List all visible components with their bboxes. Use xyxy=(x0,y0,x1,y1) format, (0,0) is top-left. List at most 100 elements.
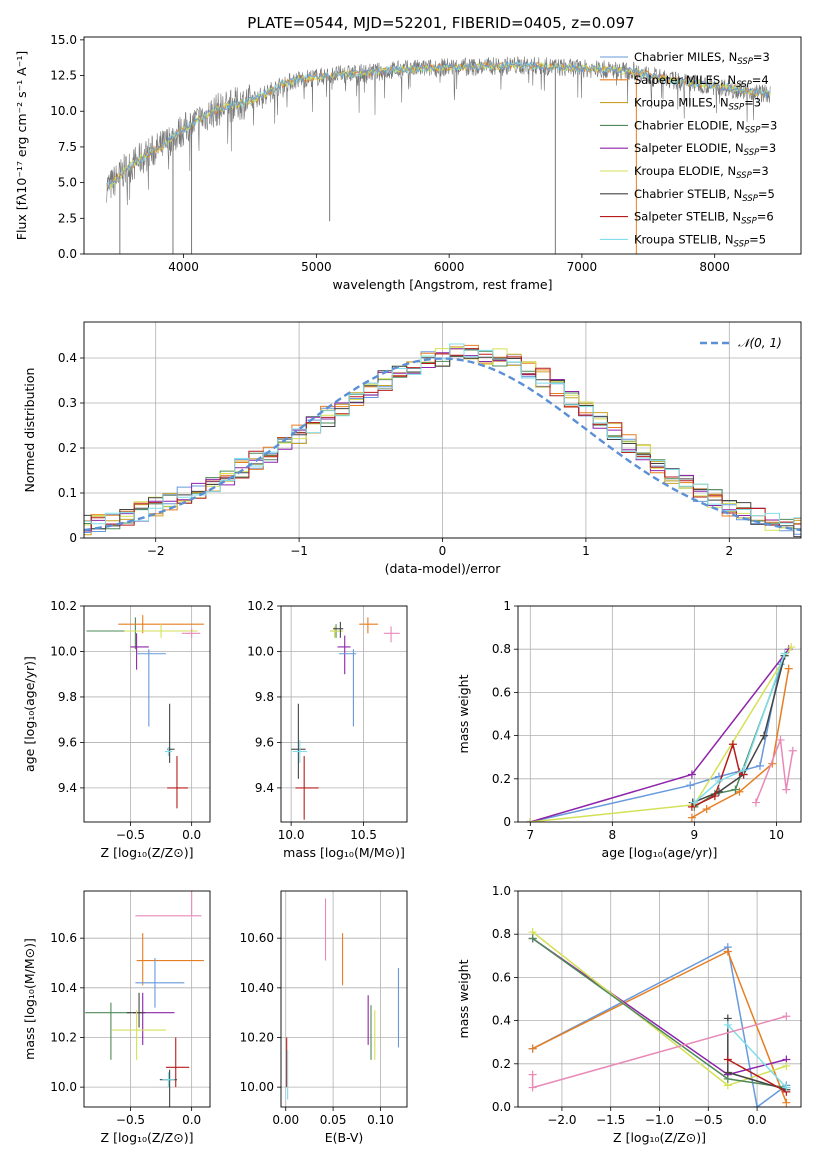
weight_vs_age-xtick-label-2: 9 xyxy=(691,828,699,842)
age_vs_mass-xtick-label-0: 10.0 xyxy=(278,828,305,842)
weight_vs_age-series-5-marker-3 xyxy=(760,731,769,740)
spectrum-xtick-label-4: 8000 xyxy=(699,260,730,274)
spectrum-xtick-label-2: 6000 xyxy=(434,260,465,274)
weight_vs_age-ytick-label-2: 0.4 xyxy=(492,729,511,743)
mass_vs_ebv-ytick-label-2: 10.40 xyxy=(240,981,274,995)
legend-entry-2: Kroupa MILES, NSSP=3 xyxy=(634,96,761,113)
residual-hist-chabrier_stelib xyxy=(84,355,801,538)
age_vs_Z-ytick-label-3: 10.0 xyxy=(50,644,77,658)
spectrum-ytick-label-0: 0.0 xyxy=(58,247,77,261)
residual-hist-kroupa_elodie xyxy=(84,346,801,531)
mass_vs_ebv-ytick-label-1: 10.20 xyxy=(240,1030,274,1044)
spectrum-xtick-label-1: 5000 xyxy=(301,260,332,274)
weight_vs_Z-series-5-marker-1 xyxy=(723,1068,732,1077)
residuals-ytick-label-2: 0.2 xyxy=(58,441,77,455)
spectrum-xlabel: wavelength [Angstrom, rest frame] xyxy=(332,277,552,292)
mass_vs_ebv-xlabel: E(B-V) xyxy=(325,1130,364,1145)
mass_vs_Z-ytick-label-0: 10.0 xyxy=(50,1080,77,1094)
weight_vs_age-series-7-marker-2 xyxy=(739,766,748,775)
weight_vs_age-series-7-marker-0 xyxy=(690,798,699,807)
mass_vs_Z-ylabel: mass [log₁₀(M/M⊙)] xyxy=(22,938,37,1060)
weight_vs_age-series-1-marker-1 xyxy=(702,805,711,814)
weight_vs_Z-ytick-label-5: 1.0 xyxy=(492,884,511,898)
weight_vs_age-xlabel: age [log₁₀(age/yr)] xyxy=(602,845,718,860)
weight_vs_Z-series-7 xyxy=(727,1024,787,1089)
legend-entry-6: Chabrier STELIB, NSSP=5 xyxy=(634,187,775,204)
normal-curve xyxy=(84,357,801,532)
mass_vs_ebv-xtick-label-2: 0.10 xyxy=(367,1113,394,1127)
residuals-xlabel: (data-model)/error xyxy=(385,561,502,576)
age_vs_Z-ylabel: age [log₁₀(age/yr)] xyxy=(22,656,37,772)
spectrum-ytick-label-2: 5.0 xyxy=(58,176,77,190)
weight_vs_Z-series-6 xyxy=(727,1058,787,1093)
weight_vs_Z-series-8-marker-1 xyxy=(528,1083,537,1092)
spectrum-ytick-label-3: 7.5 xyxy=(58,140,77,154)
panel-spectrum: 4000 5000 6000 7000 8000 0.0 2.5 5.0 7.5 10.0 12.5… xyxy=(14,33,802,292)
residuals-ytick-label-1: 0.1 xyxy=(58,486,77,500)
weight_vs_age-series-0 xyxy=(530,664,782,822)
panel-weight-vs-Z: −2.0 −1.5 −1.0 −0.5 0.0 0.0 0.2 0.4 0.6 0.8 1.0 Z [… xyxy=(456,884,802,1145)
panel-weight-vs-age: 7 8 9 10 0 0.2 0.4 0.6 0.8 1 age [log₁₀(age/yr)] ma… xyxy=(456,599,802,860)
weight_vs_age-series-2-marker-1 xyxy=(687,770,696,779)
weight_vs_age-series-8-marker-0 xyxy=(751,798,760,807)
weight_vs_Z-ylabel: mass weight xyxy=(456,959,471,1038)
residuals-xtick-label-0: −2 xyxy=(147,544,165,558)
weight_vs_Z-ytick-label-1: 0.2 xyxy=(492,1057,511,1071)
residuals-xtick-label-3: 1 xyxy=(582,544,590,558)
weight_vs_age-series-7 xyxy=(693,653,786,804)
age_vs_mass-plot-area xyxy=(291,617,400,820)
spectrum-legend: Chabrier MILES, NSSP=3 Salpeter MILES, NS… xyxy=(600,50,777,249)
spectrum-xtick-label-3: 7000 xyxy=(567,260,598,274)
weight_vs_age-series-6-marker-2 xyxy=(728,740,737,749)
weight_vs_age-series-3 xyxy=(530,646,792,822)
weight_vs_Z-plot-area xyxy=(528,928,791,1107)
weight_vs_Z-xtick-label-0: −2.0 xyxy=(547,1113,576,1127)
mass_vs_Z-xtick-label-0: −0.5 xyxy=(116,1113,145,1127)
legend-entry-1: Salpeter MILES, NSSP=4 xyxy=(634,73,769,90)
weight_vs_age-series-8-marker-1 xyxy=(776,735,785,744)
spectrum-xtick-label-0: 4000 xyxy=(168,260,199,274)
weight_vs_age-ylabel: mass weight xyxy=(456,674,471,753)
weight_vs_age-xtick-label-0: 7 xyxy=(526,828,534,842)
weight_vs_Z-series-0 xyxy=(532,946,787,1107)
weight_vs_Z-series-3-marker-2 xyxy=(782,1061,791,1070)
mass_vs_Z-ytick-label-3: 10.6 xyxy=(50,931,77,945)
weight_vs_Z-xtick-label-2: −1.0 xyxy=(645,1113,674,1127)
age_vs_Z-xlabel: Z [log₁₀(Z/Z⊙)] xyxy=(101,845,194,860)
age_vs_mass-ytick-label-2: 9.8 xyxy=(255,690,274,704)
panel-age-vs-mass: 10.0 10.5 9.4 9.6 9.8 10.0 10.2 mass [log₁₀(M/M… xyxy=(247,599,408,860)
mass_vs_ebv-xtick-label-1: 0.05 xyxy=(320,1113,347,1127)
legend-entry-4: Salpeter ELODIE, NSSP=3 xyxy=(634,141,776,158)
residuals-ytick-label-0: 0 xyxy=(69,531,77,545)
age_vs_Z-plot-area xyxy=(86,615,204,809)
age_vs_Z-xtick-label-0: −0.5 xyxy=(116,828,145,842)
weight_vs_age-series-1-marker-4 xyxy=(784,664,793,673)
spectrum-ytick-label-1: 2.5 xyxy=(58,211,77,225)
weight_vs_age-series-7-marker-3 xyxy=(780,649,789,658)
weight_vs_Z-series-7-marker-1 xyxy=(782,1083,791,1092)
residuals-frame xyxy=(83,321,802,539)
mass_vs_Z-xtick-label-1: 0.0 xyxy=(182,1113,201,1127)
weight_vs_Z-series-8-marker-0 xyxy=(528,1070,537,1079)
weight_vs_age-series-8-marker-2 xyxy=(782,785,791,794)
residual-hist-kroupa_stelib xyxy=(84,343,801,525)
mass_vs_Z-xlabel: Z [log₁₀(Z/Z⊙)] xyxy=(101,1130,194,1145)
weight_vs_age-series-1-marker-2 xyxy=(735,787,744,796)
weight_vs_Z-ytick-label-4: 0.8 xyxy=(492,927,511,941)
spectrum-ytick-label-4: 10.0 xyxy=(50,104,77,118)
mass_vs_Z-plot-area xyxy=(85,891,204,1107)
weight_vs_age-series-8 xyxy=(755,739,794,803)
weight_vs_age-plot-area xyxy=(526,643,797,822)
weight_vs_age-frame xyxy=(517,605,802,823)
residuals-ylabel: Normed distribution xyxy=(22,368,37,493)
panel-mass-vs-ebv: 0.00 0.05 0.10 10.00 10.20 10.40 10.60 E(B-V) xyxy=(240,890,408,1145)
mass_vs_ebv-plot-area xyxy=(286,898,400,1100)
weight_vs_age-series-0-marker-3 xyxy=(755,761,764,770)
weight_vs_age-ytick-label-5: 1 xyxy=(503,599,511,613)
mass_vs_ebv-xtick-label-0: 0.00 xyxy=(272,1113,299,1127)
weight_vs_Z-series-1-marker-0 xyxy=(528,1044,537,1053)
weight_vs_age-series-6-marker-1 xyxy=(710,792,719,801)
weight_vs_Z-xtick-label-4: 0.0 xyxy=(748,1113,767,1127)
mass_vs_ebv-ytick-label-3: 10.60 xyxy=(240,931,274,945)
spectrum-frame xyxy=(83,36,802,255)
